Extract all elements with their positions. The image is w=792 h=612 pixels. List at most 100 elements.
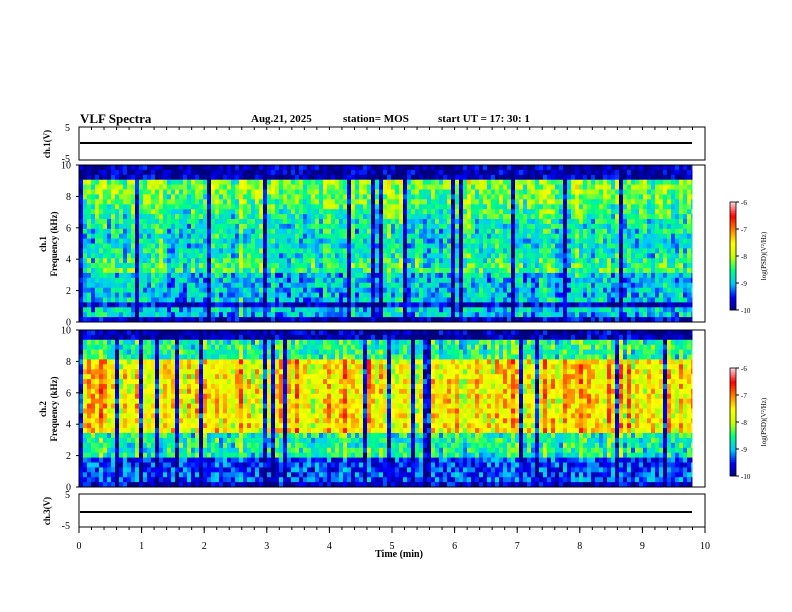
- spectrogram-cell: [651, 312, 655, 318]
- spectrogram-cell: [539, 174, 543, 181]
- spectrogram-cell: [415, 179, 419, 185]
- spectrogram-cell: [659, 228, 663, 235]
- spectrogram-cell: [531, 277, 535, 284]
- spectrogram-cell: [619, 307, 623, 313]
- spectrogram-cell: [235, 189, 239, 195]
- spectrogram-cell: [467, 214, 471, 220]
- spectrogram-cell: [131, 287, 135, 293]
- spectrogram-cell: [223, 263, 227, 269]
- spectrogram-cell: [551, 297, 555, 303]
- spectrogram-cell: [599, 169, 603, 176]
- spectrogram-cell: [183, 194, 187, 200]
- spectrogram-cell: [499, 238, 503, 244]
- spectrogram-cell: [151, 253, 155, 259]
- spectrogram-cell: [227, 189, 231, 195]
- spectrogram-cell: [535, 258, 539, 264]
- spectrogram-cell: [615, 248, 619, 254]
- spectrogram-cell: [567, 287, 571, 293]
- spectrogram-cell: [79, 312, 83, 318]
- spectrogram-cell: [475, 253, 479, 259]
- spectrogram-cell: [103, 214, 107, 220]
- spectrogram-cell: [675, 209, 679, 215]
- spectrogram-cell: [95, 253, 99, 259]
- spectrogram-cell: [207, 282, 211, 289]
- spectrogram-cell: [311, 317, 315, 323]
- spectrogram-cell: [355, 238, 359, 244]
- spectrogram-cell: [175, 169, 179, 176]
- spectrogram-cell: [99, 169, 103, 176]
- spectrogram-cell: [367, 282, 371, 289]
- spectrogram-cell: [511, 194, 515, 200]
- spectrogram-cell: [567, 238, 571, 244]
- spectrogram-cell: [195, 199, 199, 205]
- spectrogram-cell: [507, 228, 511, 235]
- spectrogram-cell: [339, 248, 343, 254]
- spectrogram-cell: [327, 169, 331, 176]
- spectrogram-cell: [379, 243, 383, 249]
- spectrogram-cell: [475, 189, 479, 195]
- spectrogram-cell: [183, 253, 187, 259]
- spectrogram-cell: [339, 253, 343, 259]
- spectrogram-cell: [339, 243, 343, 249]
- spectrogram-cell: [187, 238, 191, 244]
- spectrogram-cell: [291, 179, 295, 185]
- spectrogram-cell: [671, 302, 675, 308]
- spectrogram-cell: [391, 312, 395, 318]
- spectrogram-cell: [675, 223, 679, 230]
- spectrogram-cell: [439, 204, 443, 210]
- spectrogram-cell: [275, 179, 279, 185]
- spectrogram-cell: [115, 258, 119, 264]
- spectrogram-cell: [523, 297, 527, 303]
- spectrogram-cell: [655, 169, 659, 176]
- spectrogram-cell: [199, 302, 203, 308]
- spectrogram-cell: [343, 209, 347, 215]
- spectrogram-cell: [267, 223, 271, 230]
- spectrogram-cell: [351, 165, 355, 171]
- spectrogram-cell: [211, 209, 215, 215]
- spectrogram-cell: [643, 312, 647, 318]
- spectrogram-cell: [615, 223, 619, 230]
- spectrogram-cell: [579, 253, 583, 259]
- spectrogram-cell: [307, 219, 311, 225]
- spectrogram-cell: [419, 253, 423, 259]
- spectrogram-cell: [135, 238, 139, 244]
- spectrogram-cell: [311, 297, 315, 303]
- spectrogram-cell: [179, 282, 183, 289]
- spectrogram-cell: [215, 292, 219, 298]
- spectrogram-cell: [347, 228, 351, 235]
- spectrogram-cell: [603, 253, 607, 259]
- spectrogram-cell: [679, 189, 683, 195]
- spectrogram-cell: [611, 297, 615, 303]
- spectrogram-cell: [123, 179, 127, 185]
- spectrogram-cell: [587, 292, 591, 298]
- spectrogram-cell: [423, 263, 427, 269]
- spectrogram-cell: [203, 302, 207, 308]
- spectrogram-cell: [487, 219, 491, 225]
- spectrogram-cell: [287, 199, 291, 205]
- spectrogram-cell: [87, 272, 91, 279]
- spectrogram-cell: [275, 287, 279, 293]
- spectrogram-cell: [355, 307, 359, 313]
- spectrogram-cell: [147, 199, 151, 205]
- spectrogram-cell: [591, 253, 595, 259]
- spectrogram-cell: [539, 214, 543, 220]
- spectrogram-cell: [623, 263, 627, 269]
- spectrogram-cell: [155, 223, 159, 230]
- spectrogram-cell: [83, 228, 87, 235]
- spectrogram-cell: [423, 209, 427, 215]
- spectrogram-cell: [79, 364, 83, 370]
- spectrogram-cell: [79, 428, 83, 434]
- spectrogram-cell: [395, 184, 399, 190]
- spectrogram-cell: [527, 199, 531, 205]
- spectrogram-cell: [135, 317, 139, 323]
- spectrogram-cell: [547, 307, 551, 313]
- spectrogram-cell: [439, 184, 443, 190]
- spectrogram-cell: [383, 165, 387, 171]
- spectrogram-cell: [651, 263, 655, 269]
- spectrogram-cell: [331, 287, 335, 293]
- spectrogram-cell: [471, 263, 475, 269]
- spectrogram-cell: [147, 184, 151, 190]
- spectrogram-cell: [683, 223, 687, 230]
- spectrogram-cell: [499, 282, 503, 289]
- spectrogram-cell: [275, 165, 279, 171]
